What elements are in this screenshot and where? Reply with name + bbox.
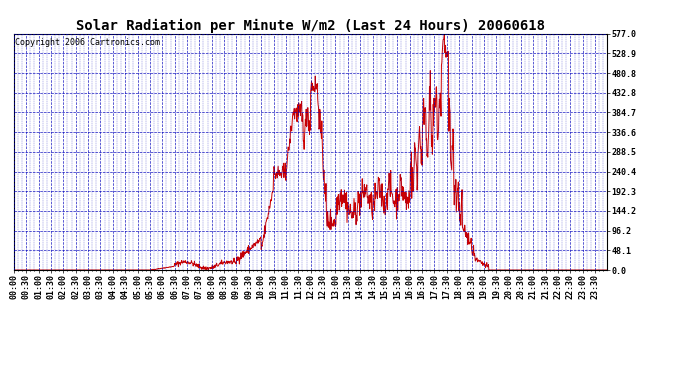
Title: Solar Radiation per Minute W/m2 (Last 24 Hours) 20060618: Solar Radiation per Minute W/m2 (Last 24…	[76, 18, 545, 33]
Text: Copyright 2006 Cartronics.com: Copyright 2006 Cartronics.com	[15, 39, 160, 48]
